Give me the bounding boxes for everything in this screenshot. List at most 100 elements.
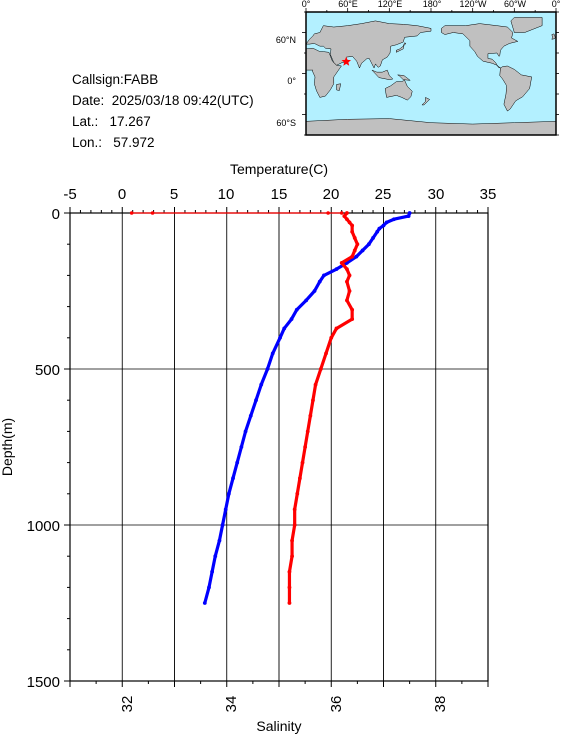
land-japan xyxy=(396,42,407,53)
salinity-tick-label: 34 xyxy=(223,696,240,713)
land-new-zealand xyxy=(421,97,431,106)
temperature-series-line xyxy=(203,212,412,604)
salinity-data-point xyxy=(290,554,294,559)
map-label-0w: 0° xyxy=(552,0,561,9)
salinity-data-point xyxy=(292,507,297,512)
salinity-tick-label: 38 xyxy=(432,696,449,713)
map-label-120e: 120°E xyxy=(378,0,403,9)
land-uk xyxy=(551,33,556,40)
salinity-data-point xyxy=(287,585,292,590)
salinity-data-point xyxy=(345,267,349,272)
temperature-data-point xyxy=(207,585,211,590)
temperature-data-point xyxy=(392,217,396,222)
land-new-guinea xyxy=(397,74,412,81)
salinity-data-point xyxy=(347,273,352,278)
land-greenland xyxy=(510,17,543,33)
temperature-data-point xyxy=(265,367,270,371)
depth-tick-label: 0 xyxy=(52,206,60,223)
land-north-america xyxy=(441,23,519,69)
salinity-data-point xyxy=(329,335,334,340)
info-date: Date: 2025/03/18 09:42(UTC) xyxy=(72,93,254,108)
temperature-data-point xyxy=(231,476,235,481)
salinity-data-point xyxy=(300,460,305,465)
temperature-data-point xyxy=(223,507,228,512)
surface-flag-point xyxy=(150,211,155,215)
temperature-data-point xyxy=(366,242,371,247)
info-callsign: Callsign:FABB xyxy=(72,72,159,87)
depth-tick-label: 1000 xyxy=(27,518,60,535)
land-south-america xyxy=(499,65,532,112)
map-label-0e: 0° xyxy=(302,0,311,9)
temperature-data-point xyxy=(377,226,382,231)
temperature-data-point xyxy=(334,267,339,272)
temperature-data-point xyxy=(312,289,317,293)
salinity-data-point xyxy=(347,289,352,293)
salinity-data-point xyxy=(305,429,310,434)
info-longitude: Lon.: 57.972 xyxy=(72,135,155,150)
temperature-data-point xyxy=(407,211,412,215)
salinity-data-point xyxy=(303,445,308,449)
info-latitude: Lat.: 17.267 xyxy=(72,114,151,129)
map-label-60s: 60°S xyxy=(276,118,296,128)
salinity-data-point xyxy=(308,413,313,418)
temp-tick-label: 5 xyxy=(170,186,178,203)
salinity-data-point xyxy=(318,367,323,371)
land-africa xyxy=(305,47,342,98)
map-ticks xyxy=(302,8,559,136)
temperature-data-point xyxy=(406,214,411,219)
salinity-axis-title: Salinity xyxy=(256,718,301,734)
temperature-data-point xyxy=(239,445,244,449)
temp-tick-label: -5 xyxy=(63,186,76,203)
salinity-data-point xyxy=(350,223,355,228)
salinity-tick-labels: 32 34 36 38 xyxy=(119,696,449,713)
depth-tick-label: 500 xyxy=(35,362,60,379)
temp-tick-label: 30 xyxy=(428,186,445,203)
temperature-data-point xyxy=(294,307,299,312)
depth-tick-labels: 0 500 1000 1500 xyxy=(27,206,60,691)
salinity-data-point xyxy=(355,242,360,247)
temperature-data-point xyxy=(371,236,375,240)
salinity-data-point xyxy=(345,298,349,303)
salinity-data-point xyxy=(295,491,300,496)
salinity-data-point xyxy=(350,317,355,321)
map-label-60e: 60°E xyxy=(338,0,358,9)
station-marker-icon xyxy=(341,56,352,66)
temperature-data-point xyxy=(202,601,207,605)
salinity-data-point xyxy=(350,307,355,312)
temperature-data-point xyxy=(360,248,365,253)
temperature-data-point xyxy=(304,298,309,303)
temp-tick-label: 25 xyxy=(375,186,392,203)
temp-tick-label: 15 xyxy=(271,186,288,203)
salinity-data-point xyxy=(287,569,292,574)
salinity-data-point xyxy=(345,211,349,215)
depth-axis-title: Depth(m) xyxy=(0,418,15,476)
map-landmasses xyxy=(305,17,557,136)
temperature-data-point xyxy=(254,398,258,403)
salinity-data-point xyxy=(347,220,352,225)
temperature-data-point xyxy=(278,335,282,340)
map-label-60n: 60°N xyxy=(276,35,296,45)
plot-ticks xyxy=(64,207,489,687)
salinity-data-point xyxy=(339,261,344,265)
series-layer xyxy=(129,211,412,605)
temperature-data-point xyxy=(220,523,225,527)
temperature-data-point xyxy=(381,223,386,228)
salinity-data-point xyxy=(350,254,355,259)
depth-tick-label: 1500 xyxy=(27,674,60,691)
temperature-data-point xyxy=(270,351,275,356)
land-europe-asia xyxy=(305,20,432,69)
salinity-data-point xyxy=(287,601,292,605)
temperature-data-point xyxy=(235,460,240,465)
salinity-data-point xyxy=(350,229,355,234)
temperature-data-point xyxy=(289,317,294,321)
temp-tick-label: 35 xyxy=(480,186,497,203)
salinity-data-point xyxy=(342,214,347,219)
map-label-180: 180° xyxy=(423,0,442,9)
temperature-data-point xyxy=(213,554,218,559)
salinity-data-point xyxy=(345,217,349,222)
temp-tick-label: 10 xyxy=(218,186,235,203)
salinity-tick-label: 36 xyxy=(328,696,345,713)
surface-flag-point xyxy=(129,211,134,215)
salinity-data-point xyxy=(311,398,315,403)
land-madagascar xyxy=(336,83,342,91)
